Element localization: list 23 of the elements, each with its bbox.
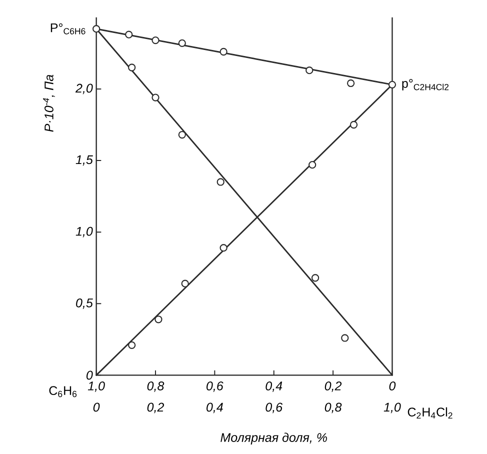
y-tick-label: 0,5 [76, 298, 93, 310]
x-tick-label: 0,6 [266, 403, 283, 414]
text: C$_{2}$H$_{4}$Cl$_{2}$ [408, 408, 452, 419]
x-tick-label: 0 [93, 403, 100, 412]
y-tick-label: 1,0 [76, 227, 93, 238]
x2-tick-label: 1,0 [88, 382, 105, 392]
annotation: p°$_{C2H4Cl2}$ [402, 79, 449, 91]
x-axis-title: Молярная доля, % [220, 432, 327, 445]
x-tick-label: 1,0 [384, 403, 401, 414]
annotation: P°$_{C6H6}$ [50, 24, 86, 35]
x2-tick-label: 0,6 [206, 382, 224, 392]
x-tick-label: 0,4 [206, 403, 223, 414]
x-tick-label: 0,2 [147, 403, 164, 414]
x2-tick-label: 0,4 [266, 382, 282, 392]
y-tick-label: 1,5 [76, 156, 93, 166]
y-tick-label: 0 [86, 371, 93, 380]
x-tick-label: 0,8 [324, 403, 342, 414]
x2-tick-label: 0,8 [147, 382, 164, 392]
x2-axis-title: C$_{6}$H$_{6}$ [49, 386, 77, 398]
y-tick-label: 2,0 [75, 84, 93, 94]
y-axis-title: P·10$^{-4}$, Па [43, 75, 55, 132]
x2-tick-label: 0,2 [324, 382, 342, 392]
x2-tick-label: 0 [389, 382, 396, 391]
